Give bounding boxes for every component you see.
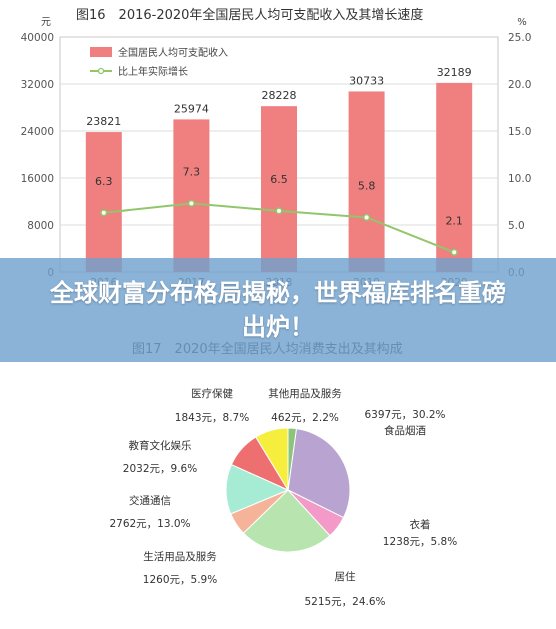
growth-value-label: 5.8 bbox=[358, 179, 376, 192]
growth-value-label: 2.1 bbox=[445, 214, 463, 227]
growth-value-label: 6.3 bbox=[95, 175, 113, 188]
pie-slice-1 bbox=[287, 428, 351, 519]
pie-slice-value: 1238元，5.8% bbox=[383, 536, 457, 548]
growth-point-2020 bbox=[450, 248, 458, 256]
pie-slice-value: 2032元，9.6% bbox=[123, 463, 197, 475]
pie-slice-value: 6397元，30.2% bbox=[364, 409, 445, 421]
income-chart: 图16 2016-2020年全国居民人均可支配收入及其增长速度元%0800016… bbox=[21, 7, 532, 289]
y-tick-left-label: 40000 bbox=[21, 32, 54, 44]
growth-point-2018 bbox=[275, 207, 283, 215]
y-tick-right-label: 20.0 bbox=[508, 79, 531, 91]
legend-label-bar: 全国居民人均可支配收入 bbox=[118, 46, 228, 59]
growth-point-2019 bbox=[363, 213, 371, 222]
pie-slice-name: 其他用品及服务 bbox=[268, 387, 342, 400]
growth-value-label: 7.3 bbox=[183, 165, 201, 178]
legend-swatch-bar bbox=[90, 47, 112, 57]
pie-slice-name: 医疗保健 bbox=[191, 387, 233, 400]
consumption-pie-chart: 图17 2020年全国居民人均消费支出及其构成食品烟酒6397元，30.2%衣着… bbox=[109, 341, 457, 608]
pie-slice-value: 462元，2.2% bbox=[271, 412, 339, 424]
pie-slice-name: 交通通信 bbox=[129, 494, 171, 507]
bar-value-label: 30733 bbox=[349, 74, 384, 87]
pie-slice-value: 1843元，8.7% bbox=[175, 412, 249, 424]
bar-2020 bbox=[436, 82, 473, 273]
y-tick-right-label: 5.0 bbox=[508, 220, 525, 232]
y-tick-right-label: 15.0 bbox=[508, 126, 531, 138]
pie-slice-name: 居住 bbox=[335, 570, 356, 583]
bar-2017 bbox=[173, 119, 210, 273]
pie-slice-name: 衣着 bbox=[410, 518, 431, 531]
bar-value-label: 32189 bbox=[437, 66, 472, 79]
headline-text: 全球财富分布格局揭秘，世界福库排名重磅出炉！ bbox=[50, 279, 506, 341]
y-tick-right-label: 25.0 bbox=[508, 32, 531, 44]
bar-2016 bbox=[85, 132, 122, 272]
bar-2019 bbox=[348, 91, 385, 272]
pie-slice-value: 1260元，5.9% bbox=[143, 574, 217, 586]
bar-2018 bbox=[261, 106, 297, 273]
y-tick-left-label: 32000 bbox=[21, 79, 54, 91]
pie-slice-name: 食品烟酒 bbox=[384, 424, 426, 437]
y-tick-left-label: 8000 bbox=[27, 220, 54, 232]
growth-point-2016 bbox=[100, 209, 108, 217]
bar-value-label: 28228 bbox=[262, 89, 297, 102]
growth-value-label: 6.5 bbox=[270, 173, 288, 186]
pie-slice-value: 5215元，24.6% bbox=[304, 596, 385, 608]
headline-banner: 全球财富分布格局揭秘，世界福库排名重磅出炉！ bbox=[0, 258, 556, 362]
y-tick-left-label: 24000 bbox=[21, 126, 54, 138]
pie-slice-name: 教育文化娱乐 bbox=[129, 439, 192, 452]
legend-label-line: 比上年实际增长 bbox=[118, 65, 188, 78]
pie-slice-value: 2762元，13.0% bbox=[109, 518, 190, 530]
growth-point-2017 bbox=[187, 199, 195, 207]
legend-swatch-marker bbox=[97, 67, 105, 75]
pie-slice-name: 生活用品及服务 bbox=[143, 550, 217, 563]
bar-value-label: 23821 bbox=[86, 115, 121, 128]
y-axis-right-unit: % bbox=[517, 17, 527, 28]
y-tick-right-label: 10.0 bbox=[508, 173, 531, 185]
y-axis-left-unit: 元 bbox=[41, 17, 51, 28]
bar-value-label: 25974 bbox=[174, 102, 209, 115]
pie-slice-8 bbox=[287, 427, 298, 491]
y-tick-left-label: 16000 bbox=[21, 173, 54, 185]
pie-slice-3 bbox=[242, 489, 331, 553]
chart-title: 图16 2016-2020年全国居民人均可支配收入及其增长速度 bbox=[76, 7, 423, 23]
